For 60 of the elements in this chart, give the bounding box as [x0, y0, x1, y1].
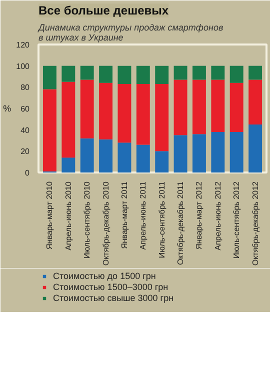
bar	[211, 66, 225, 80]
bar	[99, 139, 113, 172]
bar	[248, 80, 262, 124]
y-tick-label: 0	[25, 168, 30, 178]
bar	[136, 84, 150, 145]
x-tick-label: Октябрь-декабрь 2012	[250, 180, 260, 266]
bar	[118, 66, 132, 84]
bar	[136, 144, 150, 172]
bar	[118, 142, 132, 172]
y-tick-label: 100	[16, 62, 30, 71]
bar	[155, 84, 169, 152]
y-tick-label: 20	[20, 147, 30, 156]
bar	[174, 66, 188, 80]
bar	[80, 80, 94, 138]
x-tick-label: Январь-март 2012	[194, 180, 204, 250]
bar	[211, 132, 225, 172]
bar	[192, 66, 206, 80]
x-tick-label: Апрель-июнь 2012	[213, 180, 222, 250]
x-tick-label: Январь-март 2010	[45, 180, 54, 250]
y-tick-label: 80	[20, 83, 30, 92]
legend-label: Стоимостью 1500–3000 грн	[53, 281, 168, 292]
bar	[136, 66, 150, 84]
y-axis-title: %	[3, 104, 12, 114]
bar	[155, 151, 169, 172]
bar	[174, 80, 188, 136]
y-tick-label: 40	[20, 126, 30, 135]
bar	[248, 66, 262, 80]
chart-title: Все больше дешевых	[38, 4, 169, 18]
bar	[230, 66, 244, 83]
y-tick-label: 120	[16, 40, 30, 50]
x-tick-label: Октябрь-декабрь 2010	[101, 180, 110, 266]
x-tick-label: Апрель-июнь 2010	[64, 180, 73, 250]
bar	[62, 158, 76, 172]
bar	[230, 82, 244, 132]
bar	[211, 80, 225, 132]
x-tick-label: Октябрь-декабрь 2011	[176, 180, 186, 266]
bar	[80, 138, 94, 172]
legend-label: Стоимостью свыше 3000 грн	[53, 292, 174, 303]
bar	[62, 66, 76, 82]
bar	[99, 66, 113, 83]
legend-label: Стоимостью до 1500 грн	[53, 270, 156, 281]
bar	[42, 89, 56, 172]
bar	[99, 82, 113, 140]
bar	[42, 66, 56, 90]
bar	[118, 84, 132, 143]
bar	[174, 135, 188, 172]
x-tick-label: Июль-сентябрь 2011	[157, 180, 166, 258]
chart-subtitle: Динамика структуры продаж смартфонов в штуках в Украине	[38, 22, 224, 42]
x-tick-label: Июль-сентябрь 2012	[232, 180, 242, 259]
x-tick-label: Июль-сентябрь 2010	[82, 180, 92, 259]
bar	[155, 66, 169, 84]
x-tick-label: Апрель-июнь 2011	[138, 180, 148, 250]
bar	[62, 82, 76, 158]
bar	[80, 66, 94, 80]
bar	[192, 80, 206, 134]
y-tick-label: 60	[20, 104, 30, 114]
bar	[230, 132, 244, 172]
bar	[248, 124, 262, 172]
x-tick-label: Январь-март 2011	[120, 180, 129, 249]
bar	[192, 134, 206, 172]
